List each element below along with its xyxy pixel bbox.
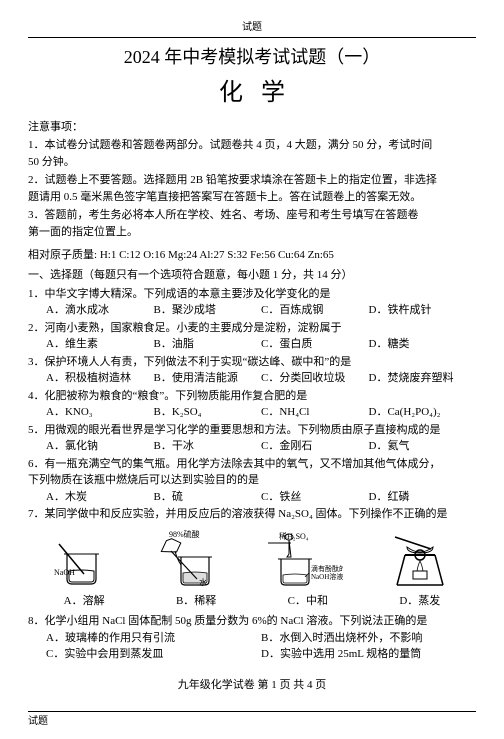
q7-opt-c: C．中和	[288, 593, 328, 610]
top-label: 试题	[28, 20, 476, 38]
titration-icon: 稀H₂SO₄ 滴有酚酞的 NaOH溶液	[263, 529, 343, 589]
beaker-pour-icon: 98%硫酸 水	[151, 529, 221, 589]
section-1-header: 一、选择题（每题只有一个选项符合题意，每小题 1 分，共 14 分）	[28, 267, 476, 284]
q5-opt-a: A．氯化钠	[46, 438, 154, 455]
note-line: 50 分钟。	[28, 154, 476, 171]
q2-opt-c: C．蛋白质	[261, 336, 369, 353]
page-footer: 九年级化学试卷 第 1 页 共 4 页	[28, 677, 476, 694]
q2-stem: 2．河南小麦熟，国家粮食足。小麦的主要成分是淀粉，淀粉属于	[28, 320, 476, 337]
q2-opt-b: B．油脂	[154, 336, 262, 353]
q5-opt-d: D．氦气	[369, 438, 477, 455]
q4-opt-c: C．NH₄Cl	[261, 404, 369, 421]
q3-opt-b: B．使用清洁能源	[154, 370, 262, 387]
q3-opt-d: D．焚烧废弃塑料	[369, 370, 477, 387]
q3-opt-c: C．分类回收垃圾	[261, 370, 369, 387]
q2-opt-d: D．糖类	[369, 336, 477, 353]
question-8: 8．化学小组用 NaCl 固体配制 50g 质量分数为 6%的 NaCl 溶液。…	[28, 613, 476, 663]
q6-opt-c: C．铁丝	[261, 489, 369, 506]
q5-opt-b: B．干冰	[154, 438, 262, 455]
acid-label: 98%硫酸	[169, 529, 200, 539]
note-line: 题请用 0.5 毫米黑色签字笔直接把答案写在答题卡上。答在试题卷上的答案无效。	[28, 189, 476, 206]
q4-stem: 4．化肥被称为粮食的“粮食”。下列物质能用作复合肥的是	[28, 388, 476, 405]
water-label: 水	[199, 577, 207, 587]
q8-opt-d: D．实验中选用 25mL 规格的量筒	[261, 646, 476, 663]
masses-values: H:1 C:12 O:16 Mg:24 Al:27 S:32 Fe:56 Cu:…	[100, 249, 334, 261]
note-line: 2．试题卷上不要答题。选择题用 2B 铅笔按要求填涂在答题卡上的指定位置，非选择	[28, 172, 476, 189]
beaker-icon: NaOH	[49, 529, 109, 589]
q6-opt-a: A．木炭	[46, 489, 154, 506]
q6-opt-b: B．硫	[154, 489, 262, 506]
q7-stem: 7．某同学做中和反应实验，并用反应后的溶液获得 Na₂SO₄ 固体。下列操作不正…	[28, 506, 476, 523]
atomic-masses: 相对原子质量: H:1 C:12 O:16 Mg:24 Al:27 S:32 F…	[28, 247, 476, 264]
q6-opt-d: D．红磷	[369, 489, 477, 506]
note-line: 第一面的指定位置上。	[28, 224, 476, 241]
q4-opt-d: D．Ca(H₂PO₄)₂	[369, 404, 477, 421]
note-line: 1．本试卷分试题卷和答题卷两部分。试题卷共 4 页，4 大题，满分 50 分，考…	[28, 137, 476, 154]
question-2: 2．河南小麦熟，国家粮食足。小麦的主要成分是淀粉，淀粉属于 A．维生素 B．油脂…	[28, 320, 476, 353]
notes-header: 注意事项：	[28, 119, 476, 136]
q3-opt-a: A．积极植树造林	[46, 370, 154, 387]
q1-stem: 1．中华文字博大精深。下列成语的本意主要涉及化学变化的是	[28, 286, 476, 303]
q7-opt-a: A．溶解	[64, 593, 105, 610]
naoh-label: NaOH	[54, 568, 75, 577]
evaporation-icon	[385, 529, 455, 589]
q5-opt-c: C．金刚石	[261, 438, 369, 455]
phenol-label-2: NaOH溶液	[311, 572, 343, 581]
q8-opt-a: A．玻璃棒的作用只有引流	[46, 630, 261, 647]
q7-diagram-c: 稀H₂SO₄ 滴有酚酞的 NaOH溶液	[263, 529, 343, 591]
exam-title: 2024 年中考模拟考试试题（一）	[28, 44, 476, 71]
q1-opt-a: A．滴水成冰	[46, 302, 154, 319]
question-3: 3．保护环境人人有责，下列做法不利于实现“碳达峰、碳中和”的是 A．积极植树造林…	[28, 354, 476, 387]
question-1: 1．中华文字博大精深。下列成语的本意主要涉及化学变化的是 A．滴水成冰 B．聚沙…	[28, 286, 476, 319]
q4-opt-b: B．K₂SO₄	[154, 404, 262, 421]
q6-stem-2: 下列物质在该瓶中燃烧后可以达到实验目的的是	[28, 472, 476, 489]
q7-opt-d: D．蒸发	[399, 593, 440, 610]
q7-diagram-d	[385, 529, 455, 591]
exam-subject: 化学	[28, 75, 476, 111]
question-7: 7．某同学做中和反应实验，并用反应后的溶液获得 Na₂SO₄ 固体。下列操作不正…	[28, 506, 476, 609]
q8-opt-c: C．实验中会用到蒸发皿	[46, 646, 261, 663]
q1-opt-d: D．铁杵成针	[369, 302, 477, 319]
q1-opt-c: C．百炼成钢	[261, 302, 369, 319]
q8-opt-b: B．水倒入时洒出烧杯外，不影响	[261, 630, 476, 647]
q7-diagram-a: NaOH	[49, 529, 109, 591]
dilute-acid-label: 稀H₂SO₄	[279, 531, 309, 541]
q1-opt-b: B．聚沙成塔	[154, 302, 262, 319]
q3-stem: 3．保护环境人人有责，下列做法不利于实现“碳达峰、碳中和”的是	[28, 354, 476, 371]
q7-diagram-b: 98%硫酸 水	[151, 529, 221, 591]
question-4: 4．化肥被称为粮食的“粮食”。下列物质能用作复合肥的是 A．KNO₃ B．K₂S…	[28, 388, 476, 421]
q4-opt-a: A．KNO₃	[46, 404, 154, 421]
q6-stem-1: 6．有一瓶充满空气的集气瓶。用化学方法除去其中的氧气，又不增加其他气体成分，	[28, 456, 476, 473]
question-5: 5．用微观的眼光看世界是学习化学的重要思想和方法。下列物质由原子直接构成的是 A…	[28, 422, 476, 455]
q5-stem: 5．用微观的眼光看世界是学习化学的重要思想和方法。下列物质由原子直接构成的是	[28, 422, 476, 439]
masses-label: 相对原子质量:	[28, 249, 97, 261]
q7-opt-b: B．稀释	[176, 593, 216, 610]
note-line: 3．答题前，考生务必将本人所在学校、姓名、考场、座号和考生号填写在答题卷	[28, 207, 476, 224]
phenol-label-1: 滴有酚酞的	[311, 564, 343, 573]
q2-opt-a: A．维生素	[46, 336, 154, 353]
question-6: 6．有一瓶充满空气的集气瓶。用化学方法除去其中的氧气，又不增加其他气体成分， 下…	[28, 456, 476, 506]
q8-stem: 8．化学小组用 NaCl 固体配制 50g 质量分数为 6%的 NaCl 溶液。…	[28, 613, 476, 630]
bottom-label: 试题	[28, 711, 476, 729]
